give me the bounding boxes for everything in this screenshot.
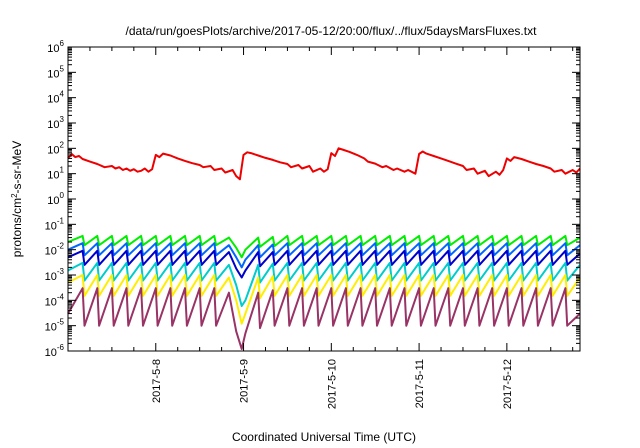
series-line-1 <box>67 147 581 181</box>
chart-title: /data/run/goesPlots/archive/2017-05-12/2… <box>126 24 538 38</box>
series-line-3 <box>67 242 581 269</box>
y-axis-label: protons/cm2-s-sr-MeV <box>10 141 25 257</box>
y-axis-label-sup: 2 <box>10 193 19 198</box>
y-tick-label: 104 <box>47 90 64 106</box>
y-tick-label: 10-4 <box>45 292 65 308</box>
series-line-5 <box>67 261 581 307</box>
y-tick-label: 10-2 <box>45 242 65 258</box>
series-layer <box>67 147 581 350</box>
series-line-6 <box>67 274 581 325</box>
x-tick-label: 2017-5-10 <box>326 359 338 409</box>
y-tick-label: 103 <box>47 115 64 131</box>
y-tick-label: 10-3 <box>45 267 65 283</box>
x-tick-label: 2017-5-11 <box>414 359 426 408</box>
x-tick-label: 2017-5-12 <box>502 359 514 409</box>
y-tick-label: 101 <box>47 166 64 182</box>
y-tick-label: 100 <box>47 191 64 207</box>
x-tick-label: 2017-5-9 <box>239 359 251 403</box>
x-axis-label: Coordinated Universal Time (UTC) <box>232 430 416 444</box>
y-tick-label: 10-6 <box>45 343 65 359</box>
series-line-7 <box>67 287 581 350</box>
y-axis: 10-6 10-5 10-4 10-3 10-2 10-1 100 101 102 103 104 1… <box>45 39 580 359</box>
y-tick-label: 102 <box>47 140 64 156</box>
x-axis: 2017-5-8 2017-5-9 2017-5-10 2017-5-11 2017-5… <box>67 47 574 409</box>
y-axis-label-base: protons/cm <box>10 198 24 257</box>
y-axis-label-rest: -s-sr-MeV <box>10 141 24 194</box>
x-tick-label: 2017-5-8 <box>151 359 163 403</box>
series-line-2 <box>67 234 581 259</box>
y-tick-label: 105 <box>47 64 64 80</box>
y-tick-label: 10-5 <box>45 318 65 334</box>
y-tick-label: 106 <box>47 39 64 55</box>
series-line-4 <box>67 249 581 279</box>
plot-frame <box>67 46 581 352</box>
y-tick-label: 10-1 <box>45 216 65 232</box>
